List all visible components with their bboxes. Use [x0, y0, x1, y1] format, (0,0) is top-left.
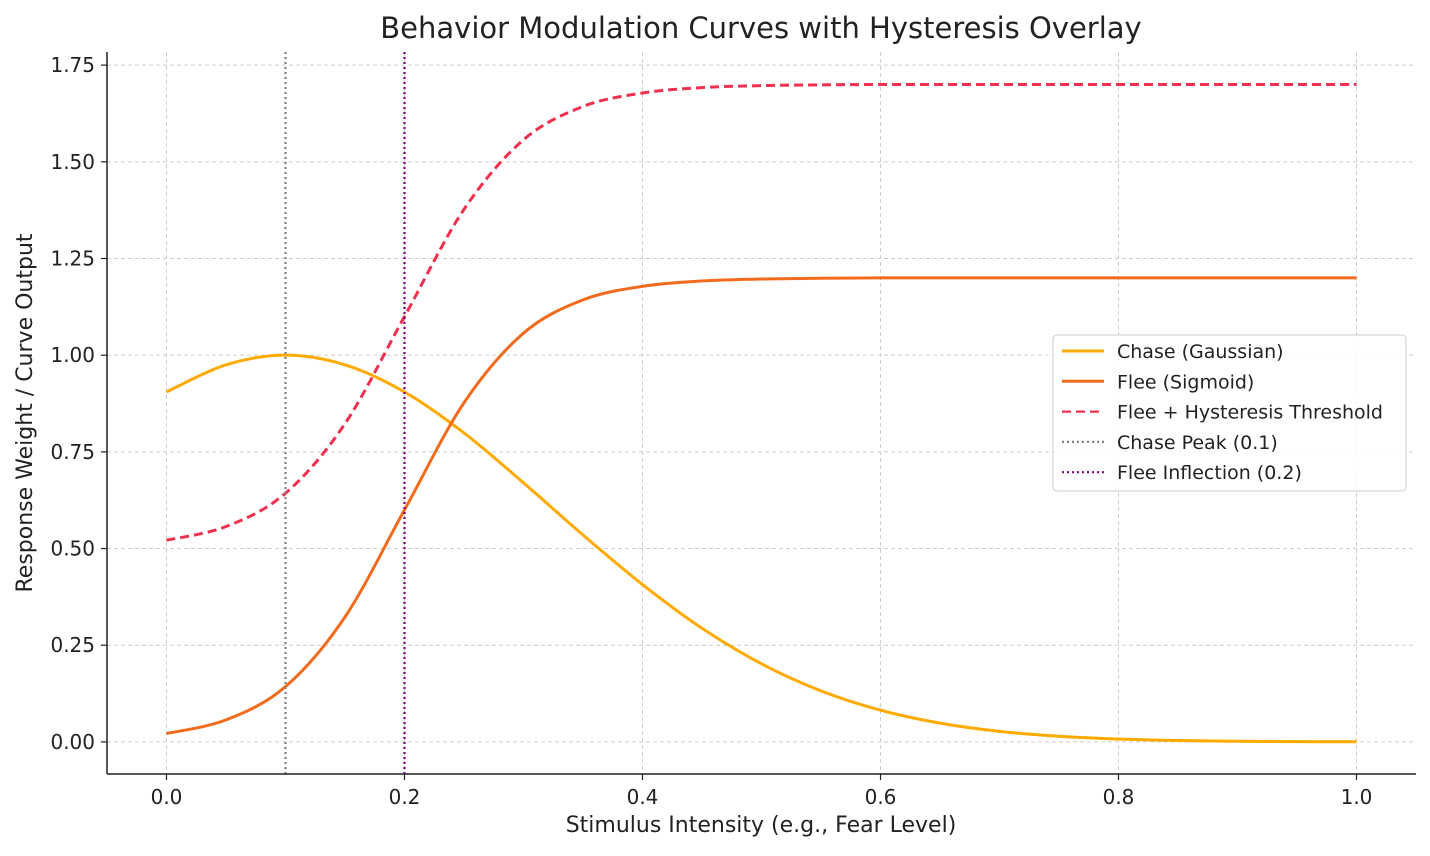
x-tick-label: 1.0: [1341, 785, 1373, 809]
x-tick-label: 0.6: [865, 785, 897, 809]
series-line-1: [166, 276, 1357, 736]
series-line-2: [166, 82, 1357, 542]
x-axis-label: Stimulus Intensity (e.g., Fear Level): [566, 813, 957, 838]
x-tick-label: 0.0: [151, 785, 183, 809]
legend-label: Chase Peak (0.1): [1117, 432, 1278, 454]
legend-label: Flee + Hysteresis Threshold: [1117, 402, 1383, 424]
y-tick-label: 1.50: [50, 150, 95, 174]
axes: [106, 52, 1416, 775]
y-tick-label: 0.75: [50, 440, 95, 464]
series-lines: [165, 52, 1357, 774]
y-tick-label: 0.00: [50, 730, 95, 754]
y-tick-label: 1.25: [50, 247, 95, 271]
ticks: 0.0 0.2 0.4 0.6 0.8 1.0 0.00 0.25 0.50 0.75 1.00 1.…: [50, 53, 1372, 809]
y-tick-label: 0.25: [50, 633, 95, 657]
x-tick-label: 0.8: [1103, 785, 1135, 809]
legend-label: Flee (Sigmoid): [1117, 371, 1254, 393]
legend: Chase (Gaussian) Flee (Sigmoid) Flee + Hys…: [1052, 334, 1407, 492]
y-tick-label: 0.50: [50, 537, 95, 561]
y-axis-label: Response Weight / Curve Output: [13, 233, 38, 592]
chart-title: Behavior Modulation Curves with Hysteres…: [380, 11, 1141, 45]
x-tick-label: 0.2: [389, 785, 421, 809]
y-tick-label: 1.00: [50, 343, 95, 367]
legend-label: Flee Inflection (0.2): [1117, 462, 1302, 484]
x-tick-label: 0.4: [627, 785, 659, 809]
series-line-0: [165, 353, 1357, 744]
legend-label: Chase (Gaussian): [1117, 341, 1284, 363]
legend-box: [1052, 334, 1407, 492]
y-tick-label: 1.75: [50, 53, 95, 77]
